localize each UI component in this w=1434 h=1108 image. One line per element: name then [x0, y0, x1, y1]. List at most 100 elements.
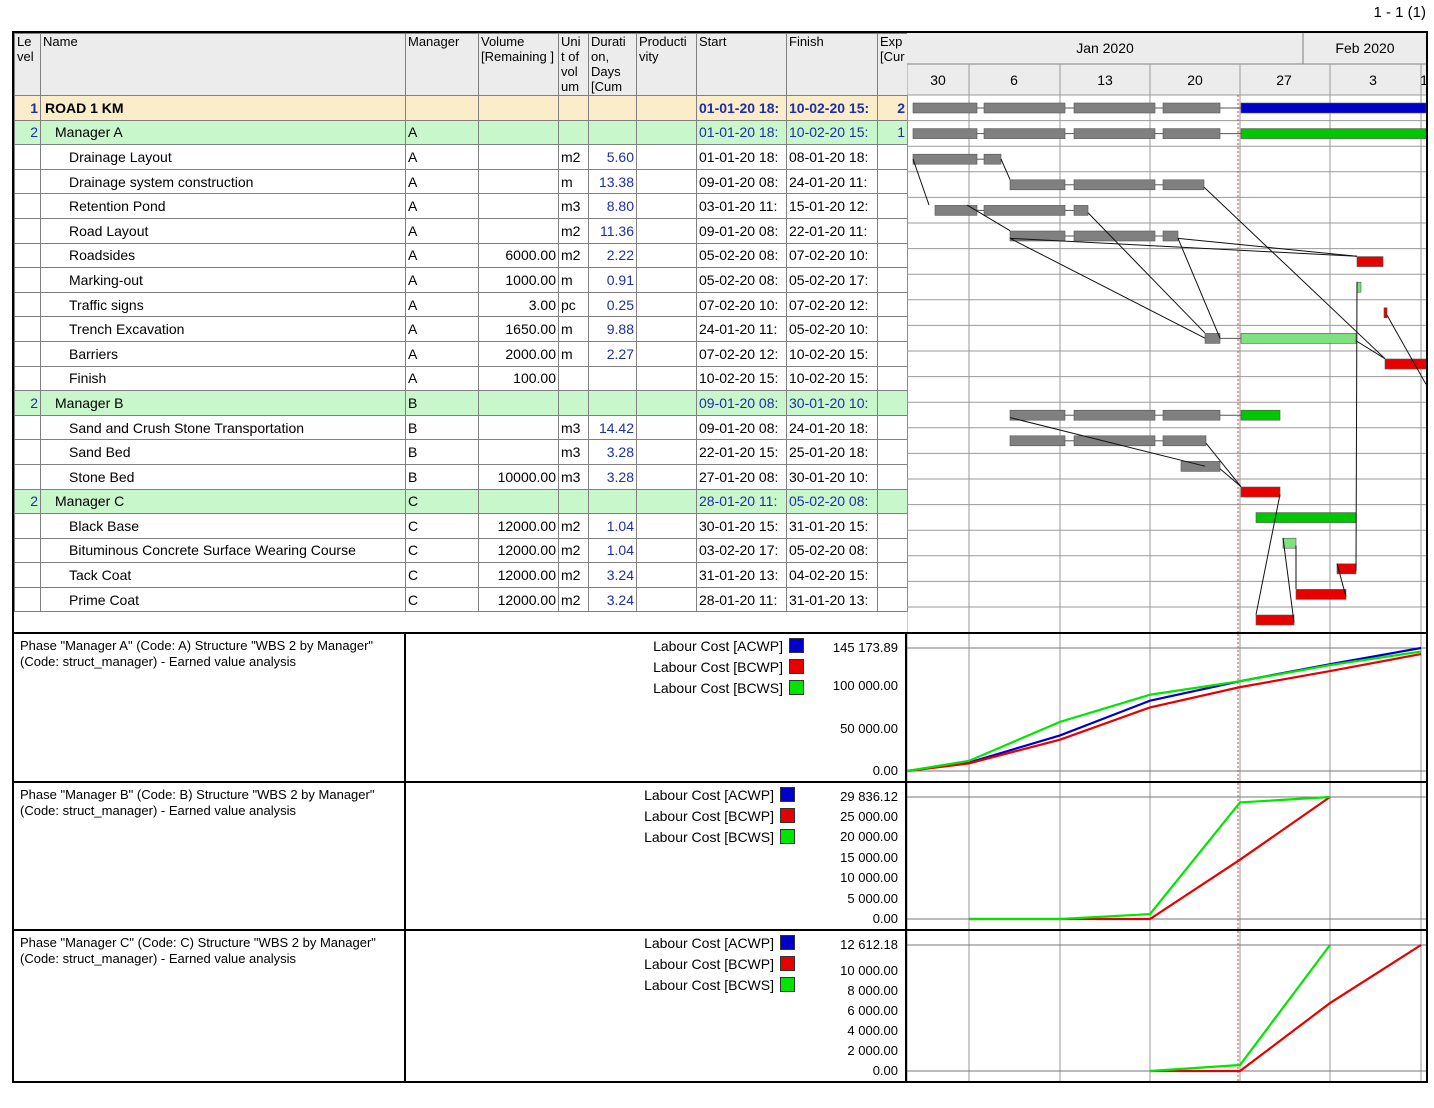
table-row[interactable]: Roadsides A 6000.00 m2 2.22 05-02-20 08: 07-02…	[14, 242, 908, 269]
series-line	[1149, 944, 1331, 1073]
col-productivity[interactable]: Producti vity	[636, 33, 697, 96]
cell-productivity	[636, 463, 697, 490]
cell-manager: A	[405, 316, 479, 342]
cell-manager: A	[405, 242, 479, 269]
y-tick-label: 10 000.00	[840, 870, 898, 886]
col-manager[interactable]: Manager	[405, 33, 479, 96]
cell-productivity	[636, 95, 697, 121]
cell-duration	[588, 95, 637, 121]
cell-unit: m	[558, 340, 589, 367]
cell-level	[14, 242, 41, 269]
col-start[interactable]: Start	[696, 33, 787, 96]
gantt-bar	[1255, 512, 1357, 523]
table-row[interactable]: Black Base C 12000.00 m2 1.04 30-01-20 15: 31-…	[14, 513, 908, 539]
cell-expense	[877, 193, 908, 219]
table-row[interactable]: Stone Bed B 10000.00 m3 3.28 27-01-20 08: 30-0…	[14, 463, 908, 490]
cell-duration	[588, 390, 637, 416]
dependency-arrow	[1177, 238, 1221, 339]
legend-label: Labour Cost [BCWS]	[653, 680, 783, 696]
col-duration[interactable]: Durati on, Days [Cum	[588, 33, 637, 96]
legend-item: Labour Cost [ACWP]	[644, 935, 795, 951]
cell-volume: 1650.00	[478, 316, 559, 342]
table-row[interactable]: Trench Excavation A 1650.00 m 9.88 24-01-20 1…	[14, 316, 908, 342]
table-row[interactable]: 1 ROAD 1 KM 01-01-20 18: 10-02-20 15: 2	[14, 95, 908, 121]
table-row[interactable]: Tack Coat C 12000.00 m2 3.24 31-01-20 13: 04-0…	[14, 562, 908, 588]
cell-duration: 3.28	[588, 463, 637, 490]
cell-finish: 05-02-20 17:	[786, 267, 878, 293]
phase-title: Phase "Manager A" (Code: A) Structure "W…	[20, 638, 374, 669]
cell-expense	[877, 586, 908, 613]
cell-volume	[478, 193, 559, 219]
col-finish[interactable]: Finish	[786, 33, 878, 96]
gantt-bar	[1073, 409, 1156, 421]
cell-start: 28-01-20 11:	[696, 488, 787, 515]
cell-level	[14, 463, 41, 490]
cell-name: Traffic signs	[40, 291, 406, 318]
month-label: Jan 2020	[1076, 40, 1134, 56]
gantt-bar	[1180, 461, 1221, 472]
earned-value-panel: Phase "Manager A" (Code: A) Structure "W…	[14, 632, 1426, 781]
cell-manager: A	[405, 291, 479, 318]
y-tick-label: 5 000.00	[847, 890, 898, 906]
cell-level	[14, 586, 41, 613]
col-unit[interactable]: Uni t of vol um	[558, 33, 589, 96]
table-row[interactable]: Prime Coat C 12000.00 m2 3.24 28-01-20 11: 31-…	[14, 586, 908, 613]
cell-finish: 05-02-20 08:	[786, 537, 878, 564]
table-row[interactable]: 2 Manager C C 28-01-20 11: 05-02-20 08:	[14, 488, 908, 515]
table-row[interactable]: Bituminous Concrete Surface Wearing Cour…	[14, 537, 908, 564]
legend-swatch	[780, 935, 795, 950]
cell-productivity	[636, 168, 697, 195]
gantt-bar	[1009, 409, 1066, 421]
legend-label: Labour Cost [ACWP]	[653, 638, 783, 654]
cell-name: Manager A	[40, 119, 406, 146]
cell-unit	[558, 390, 589, 416]
panel-separator	[404, 931, 406, 1081]
dependency-arrow	[1000, 158, 1011, 180]
cell-productivity	[636, 488, 697, 515]
day-label: 13	[1097, 72, 1113, 88]
cell-level	[14, 267, 41, 293]
panel-separator	[905, 783, 907, 929]
month-label: Feb 2020	[1335, 40, 1394, 56]
table-row[interactable]: 2 Manager B B 09-01-20 08: 30-01-20 10:	[14, 390, 908, 416]
legend-item: Labour Cost [BCWP]	[644, 808, 795, 824]
cell-level	[14, 340, 41, 367]
day-label: 1	[1420, 72, 1426, 88]
cell-expense	[877, 390, 908, 416]
gantt-bar	[983, 205, 1066, 216]
cell-productivity	[636, 119, 697, 146]
table-row[interactable]: Traffic signs A 3.00 pc 0.25 07-02-20 10: 07-0…	[14, 291, 908, 318]
cell-level	[14, 316, 41, 342]
col-expense[interactable]: Exp [Cur	[877, 33, 908, 96]
legend-item: Labour Cost [BCWP]	[653, 659, 804, 675]
cell-duration: 2.22	[588, 242, 637, 269]
cell-manager: A	[405, 267, 479, 293]
cell-expense	[877, 340, 908, 367]
col-level[interactable]: Le vel	[14, 33, 41, 96]
cell-manager: C	[405, 513, 479, 539]
cell-level: 1	[14, 95, 41, 121]
cell-name: Trench Excavation	[40, 316, 406, 342]
table-row[interactable]: Marking-out A 1000.00 m 0.91 05-02-20 08: 05-0…	[14, 267, 908, 293]
cell-unit	[558, 95, 589, 121]
cell-finish: 10-02-20 15:	[786, 119, 878, 146]
cell-start: 09-01-20 08:	[696, 168, 787, 195]
cell-finish: 10-02-20 15:	[786, 340, 878, 367]
gantt-bar	[1073, 205, 1089, 216]
page-number: 1 - 1 (1)	[1373, 4, 1426, 21]
table-row[interactable]: Finish A 100.00 10-02-20 15: 10-02-20 15:	[14, 365, 908, 392]
col-name[interactable]: Name	[40, 33, 406, 96]
col-volume[interactable]: Volume [Remaining ]	[478, 33, 559, 96]
table-row[interactable]: Barriers A 2000.00 m 2.27 07-02-20 12: 10-02-2…	[14, 340, 908, 367]
cell-volume	[478, 488, 559, 515]
cell-expense	[877, 463, 908, 490]
dependency-arrow	[1386, 314, 1426, 385]
cell-name: Manager C	[40, 488, 406, 515]
table-row[interactable]: 2 Manager A A 01-01-20 18: 10-02-20 15: 1	[14, 119, 908, 146]
